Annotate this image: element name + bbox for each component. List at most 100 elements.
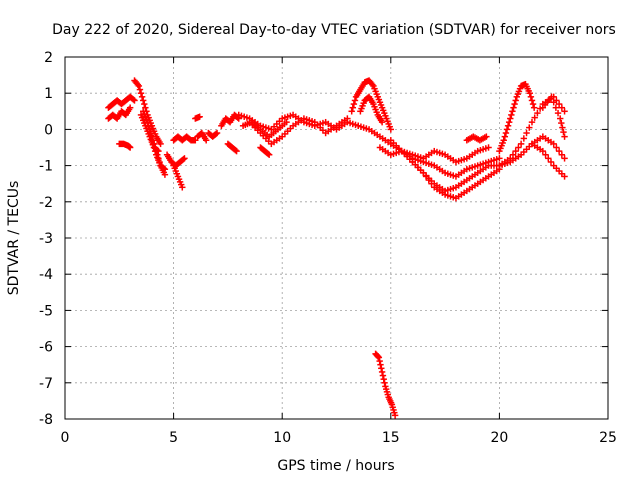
data-point: [508, 111, 515, 119]
data-point: [428, 180, 435, 187]
data-point: [196, 113, 203, 120]
data-point: [555, 147, 563, 155]
data-point: [130, 96, 137, 103]
data-point: [157, 140, 164, 148]
data-point: [559, 124, 566, 131]
data-point: [483, 133, 490, 140]
data-point: [344, 115, 351, 122]
data-point: [505, 118, 513, 126]
data-point: [265, 151, 273, 158]
data-point: [511, 100, 518, 108]
data-point: [154, 147, 161, 154]
series-decline-d: [376, 144, 492, 166]
y-tick-label: -4: [39, 267, 53, 283]
data-point: [512, 147, 519, 155]
data-point: [378, 368, 386, 376]
data-point: [558, 119, 565, 127]
y-tick-label: -2: [39, 195, 53, 211]
series-mid-c: [170, 133, 199, 144]
data-point: [156, 158, 163, 166]
data-point: [378, 118, 386, 126]
data-point: [202, 137, 210, 144]
data-point: [485, 144, 492, 151]
data-point: [144, 118, 151, 126]
data-point: [561, 173, 568, 180]
series-mid-a: [163, 151, 188, 169]
y-tick-label: -1: [39, 159, 53, 175]
data-point: [126, 104, 134, 111]
data-point: [375, 354, 383, 361]
data-point: [558, 104, 566, 111]
data-point: [526, 124, 533, 131]
data-point: [509, 151, 517, 158]
series-late-d: [528, 140, 568, 180]
data-point: [126, 144, 134, 151]
data-point: [213, 129, 221, 137]
data-point: [350, 100, 358, 108]
data-point: [180, 156, 187, 163]
y-tick-label: -6: [39, 340, 53, 356]
y-tick-label: 2: [44, 50, 53, 66]
series-late-e: [539, 93, 568, 140]
y-axis-label: SDTVAR / TECUs: [6, 181, 22, 296]
data-point: [134, 81, 141, 88]
data-point: [351, 97, 359, 104]
series-spike-a: [463, 133, 490, 144]
data-point: [515, 144, 522, 151]
series-early-a: [105, 93, 138, 111]
x-tick-label: 10: [273, 430, 291, 446]
data-point: [155, 155, 162, 162]
data-point: [391, 412, 399, 419]
y-tick-label: 1: [44, 86, 53, 102]
series-mid-d: [192, 113, 203, 122]
data-point: [212, 130, 220, 138]
data-point: [561, 155, 568, 162]
series-band-c: [257, 144, 273, 158]
data-point: [142, 104, 149, 111]
data-point: [179, 184, 186, 191]
y-tick-label: 0: [44, 122, 53, 138]
data-point: [500, 137, 507, 144]
data-point: [504, 122, 512, 129]
data-point: [264, 150, 272, 158]
data-point: [369, 81, 376, 88]
data-point: [377, 361, 384, 368]
data-point: [517, 140, 525, 148]
data-point: [545, 155, 552, 162]
data-point: [557, 115, 564, 122]
data-point: [555, 100, 563, 108]
data-point: [550, 99, 557, 106]
series-peak-b: [357, 93, 386, 126]
data-point: [534, 109, 541, 117]
data-point: [547, 158, 555, 166]
x-tick-label: 25: [599, 430, 617, 446]
series-mid-h: [224, 140, 240, 155]
data-point: [507, 115, 514, 122]
series-drop-c: [137, 111, 162, 155]
y-tick-labels: 2 1 0 -1 -2 -3 -4 -5 -6 -7 -8: [39, 50, 53, 428]
data-point: [550, 140, 557, 148]
data-point: [380, 375, 387, 383]
data-point: [501, 133, 509, 140]
data-point: [530, 104, 538, 111]
y-tick-label: -7: [39, 376, 53, 392]
data-point: [520, 135, 528, 142]
x-tick-label: 20: [490, 430, 508, 446]
data-point: [141, 100, 148, 108]
data-point: [558, 151, 566, 158]
data-point: [552, 104, 560, 111]
data-point: [420, 169, 427, 177]
data-point: [379, 372, 387, 379]
data-point: [523, 129, 530, 137]
data-point: [503, 126, 511, 133]
series-mid-f: [205, 129, 221, 140]
data-point: [374, 353, 382, 360]
data-point: [139, 97, 147, 104]
y-tick-label: -3: [39, 231, 53, 247]
series-early-b: [105, 104, 134, 122]
data-point: [155, 147, 162, 155]
data-point: [496, 155, 503, 162]
x-tick-labels: 0 5 10 15 20 25: [61, 430, 617, 446]
data-point: [528, 97, 536, 104]
x-axis-label: GPS time / hours: [277, 458, 394, 474]
